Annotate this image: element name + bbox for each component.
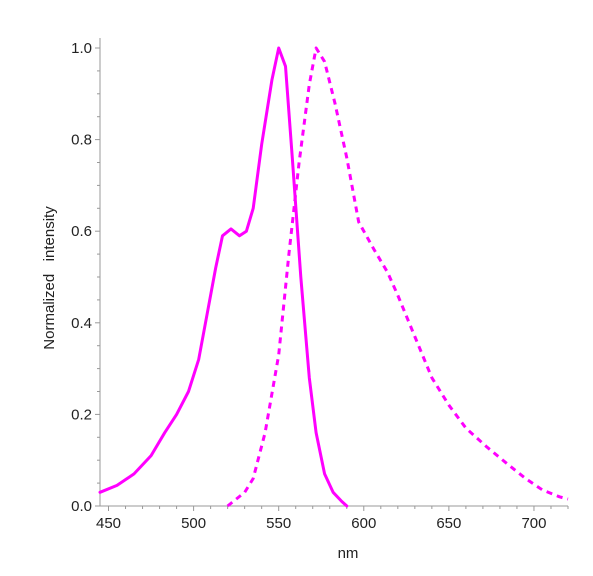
y-tick-label: 0.0 (71, 498, 92, 515)
x-tick-label: 650 (436, 515, 461, 532)
y-tick-label: 0.4 (71, 315, 92, 332)
x-tick-label: 700 (521, 515, 546, 532)
plot-area (98, 46, 569, 508)
x-tick-label: 450 (96, 515, 121, 532)
y-tick-label: 0.6 (71, 223, 92, 240)
excitation-series-line (98, 46, 349, 508)
axes: 450 500 550 600 650 700 0.0 0.2 0.4 0.6 0.8 1.0 (71, 38, 569, 532)
y-tick-label: 0.2 (71, 406, 92, 423)
x-tick-label: 600 (351, 515, 376, 532)
y-tick-label: 1.0 (71, 40, 92, 57)
y-tick-label: 0.8 (71, 132, 92, 149)
emission-series-line (226, 46, 569, 508)
y-axis-label: Normalized intensity (41, 206, 58, 350)
x-tick-label: 550 (266, 515, 291, 532)
x-tick-label: 500 (181, 515, 206, 532)
x-axis-label: nm (338, 545, 359, 562)
